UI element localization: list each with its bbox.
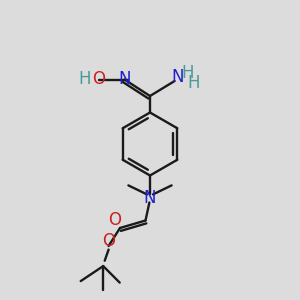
Text: H: H bbox=[181, 64, 194, 82]
Text: N: N bbox=[118, 70, 131, 88]
Text: N: N bbox=[144, 189, 156, 207]
Text: O: O bbox=[92, 70, 105, 88]
Text: H: H bbox=[187, 74, 200, 92]
Text: O: O bbox=[108, 211, 121, 229]
Text: O: O bbox=[102, 232, 115, 250]
Text: N: N bbox=[171, 68, 184, 86]
Text: H: H bbox=[78, 70, 91, 88]
